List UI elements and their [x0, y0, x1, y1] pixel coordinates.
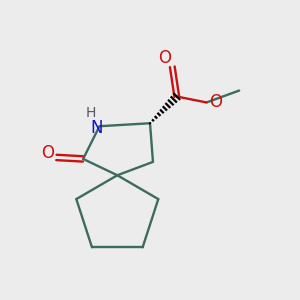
Text: N: N	[90, 119, 103, 137]
Text: H: H	[85, 106, 96, 120]
Text: O: O	[209, 93, 222, 111]
Text: O: O	[158, 49, 171, 67]
Text: O: O	[41, 144, 54, 162]
